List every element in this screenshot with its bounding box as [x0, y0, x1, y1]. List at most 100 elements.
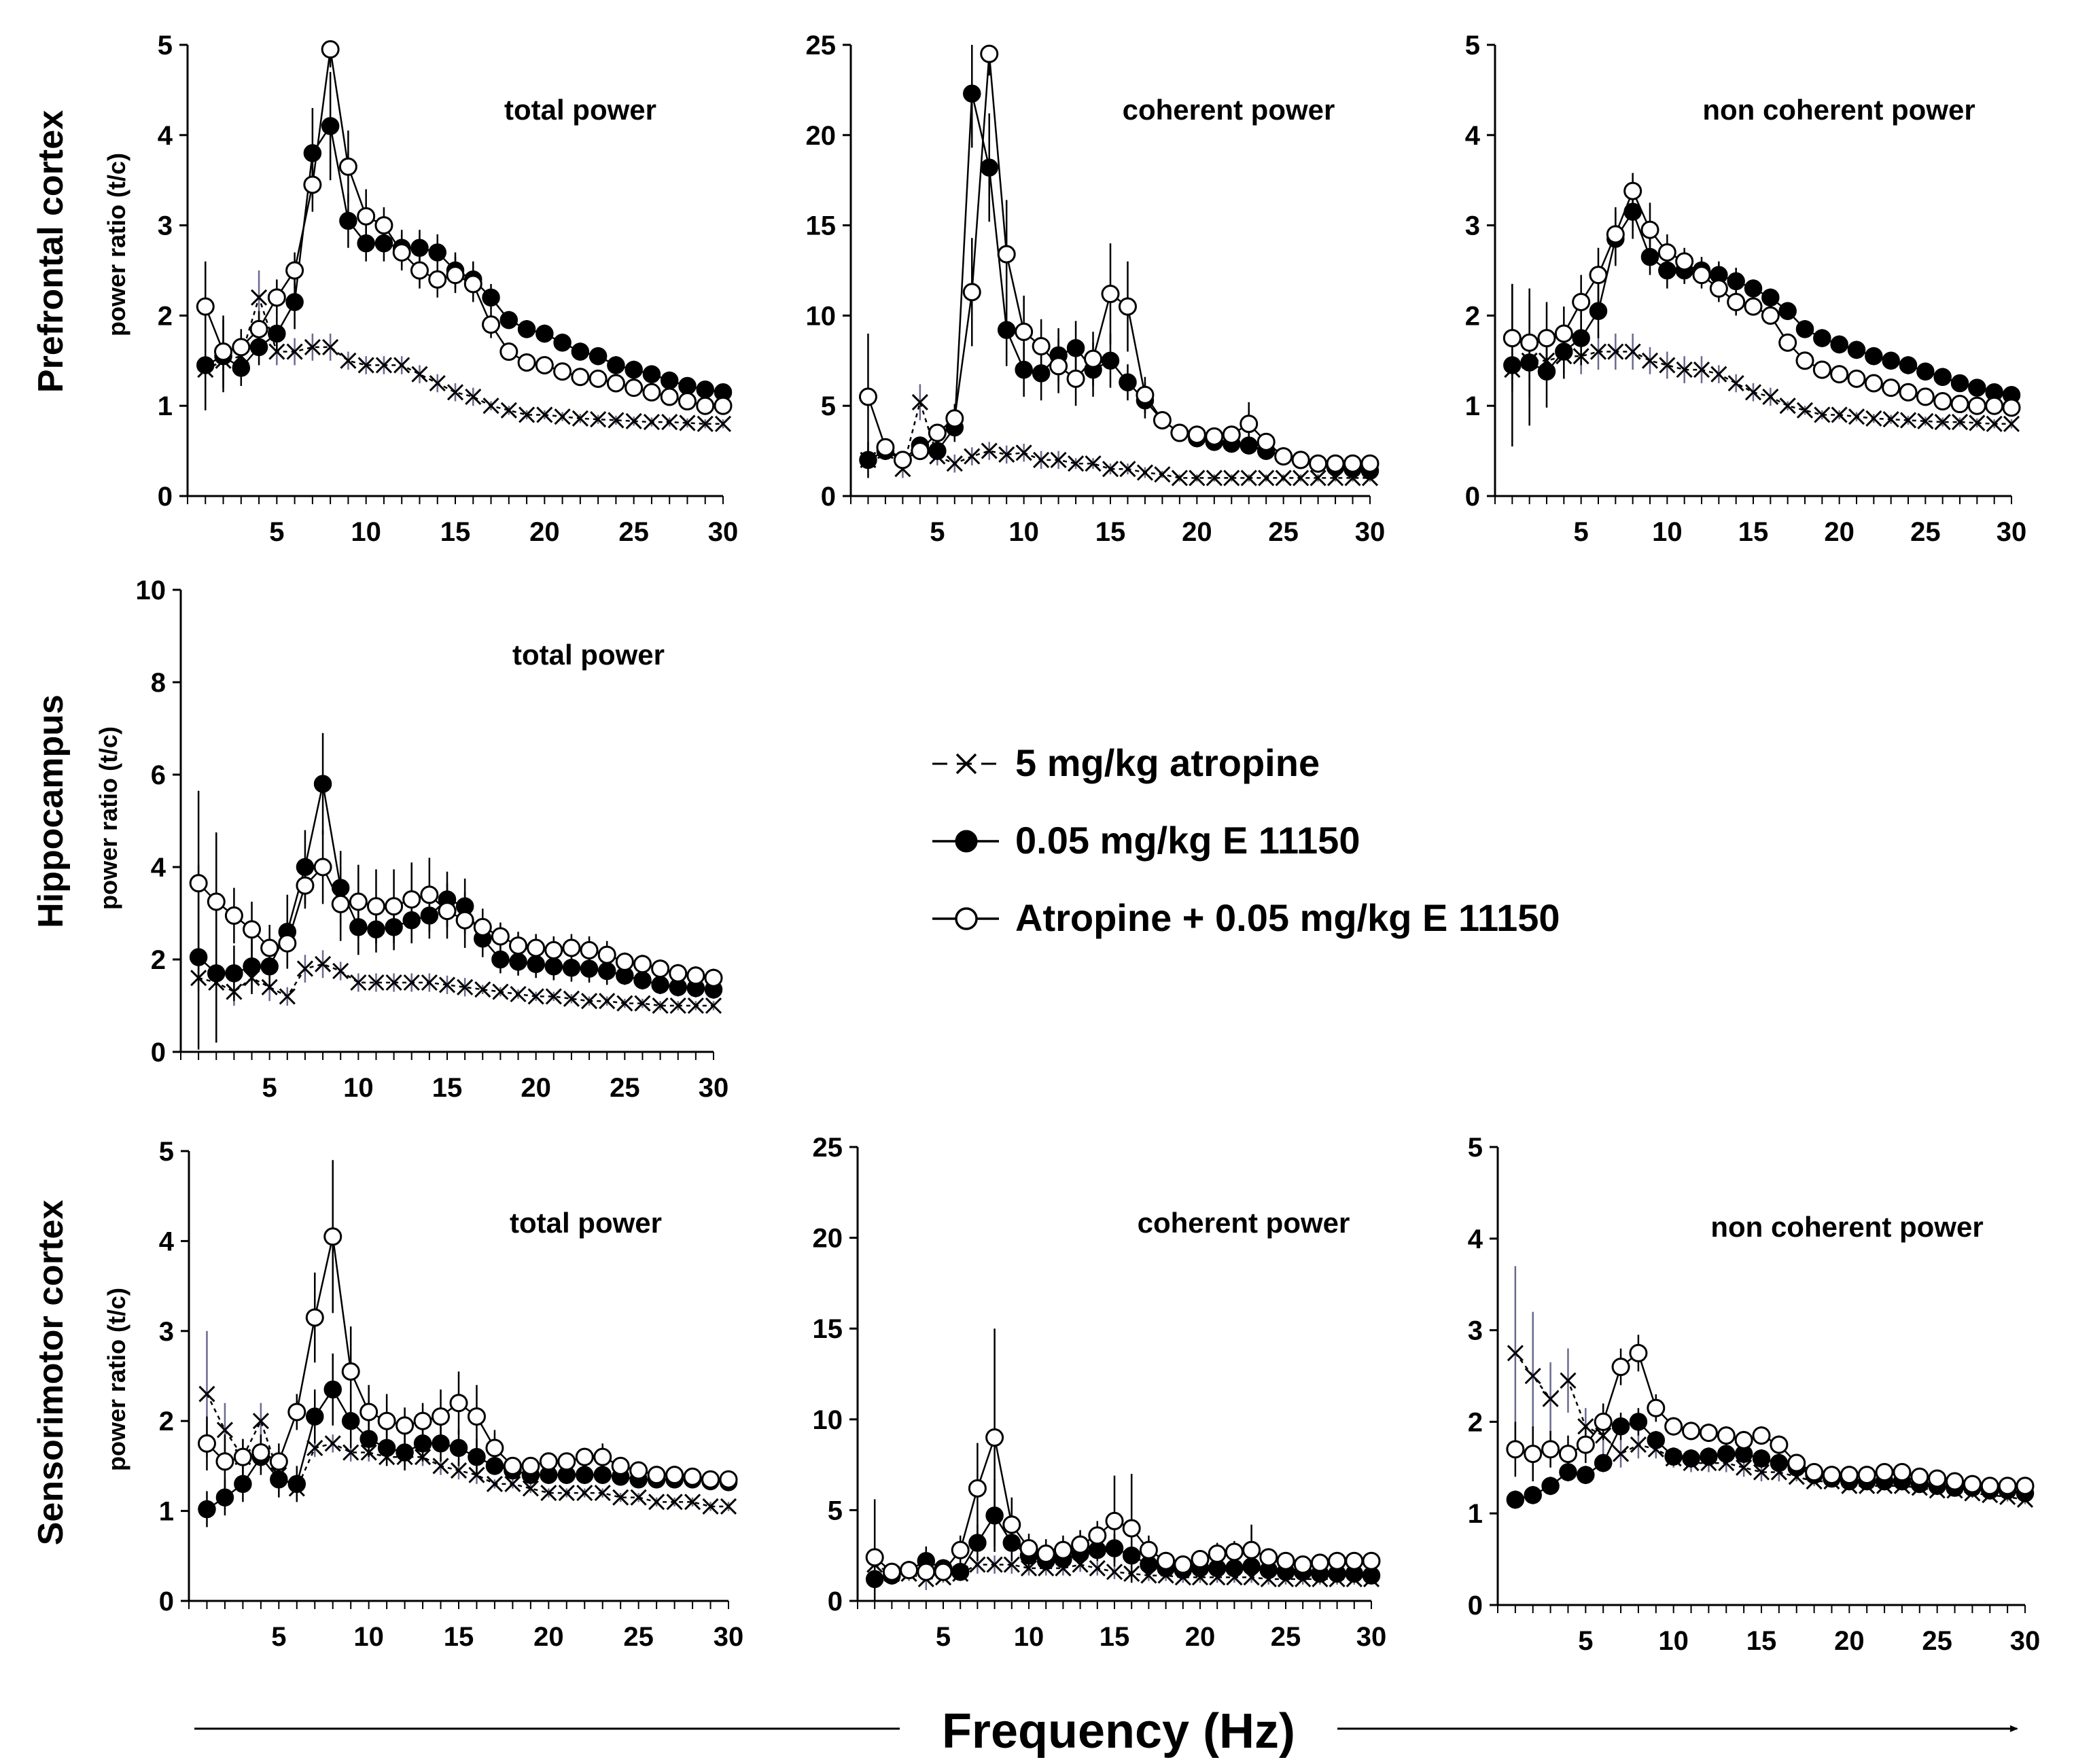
data-point-filled: [1629, 1413, 1648, 1431]
panel-title: coherent power: [1123, 94, 1335, 126]
data-point-open: [260, 938, 279, 957]
data-point-filled: [243, 957, 261, 976]
data-point-cross: [964, 448, 981, 465]
data-point-open: [420, 885, 439, 904]
data-point-open: [1847, 369, 1866, 388]
data-point-cross: [590, 411, 607, 428]
data-point-cross: [1293, 470, 1310, 487]
data-point-open: [1830, 365, 1849, 384]
data-point-cross: [1624, 343, 1641, 360]
data-point-cross: [385, 974, 402, 991]
data-point-open: [1657, 243, 1676, 262]
data-point-open: [1153, 410, 1172, 429]
data-point-open: [463, 275, 482, 294]
data-point-filled: [1899, 356, 1918, 374]
data-point-filled: [997, 321, 1016, 339]
data-point-filled: [642, 365, 661, 383]
data-point-open: [606, 374, 625, 393]
data-point-filled: [1101, 351, 1120, 370]
x-tick-label: 20: [1182, 517, 1212, 547]
data-point-filled: [1664, 1447, 1683, 1466]
data-point-cross: [1136, 464, 1153, 481]
x-tick-label: 5: [1578, 1626, 1593, 1656]
data-point-cross: [450, 1462, 468, 1479]
data-point-open: [455, 911, 474, 930]
chart-panel-smc-total: 0 1 2 3 4 5 5 10 15 20 25 30 total power: [159, 1137, 744, 1652]
x-tick-label: 5: [269, 517, 284, 547]
y-tick-label: 1: [1468, 1499, 1483, 1529]
data-point-filled: [980, 158, 998, 177]
panel-title: non coherent power: [1702, 94, 1975, 126]
data-point-open: [647, 1466, 666, 1485]
data-point-open: [1589, 266, 1608, 285]
data-point-open: [1675, 252, 1694, 271]
data-point-open: [1795, 351, 1814, 370]
data-point-filled: [339, 211, 357, 230]
data-point-open: [1950, 395, 1969, 414]
data-point-open: [278, 934, 297, 953]
data-point-open: [1576, 1435, 1595, 1454]
data-point-open: [893, 451, 912, 470]
data-point-cross: [332, 962, 349, 980]
data-point-cross: [1796, 402, 1814, 419]
data-point-filled: [1647, 1431, 1666, 1449]
series-open-circle: [197, 1160, 738, 1489]
data-point-cross: [2003, 415, 2020, 432]
data-point-open: [588, 369, 608, 388]
data-point-cross: [1882, 411, 1899, 428]
data-point-filled: [1594, 1453, 1613, 1472]
data-point-open: [1343, 454, 1363, 473]
data-point-cross: [630, 1489, 647, 1506]
data-point-cross: [1223, 470, 1240, 487]
data-point-open: [485, 1439, 504, 1458]
y-tick-label: 1: [158, 391, 173, 421]
x-tick-label: 10: [1658, 1626, 1689, 1656]
data-point-open: [665, 1466, 684, 1485]
data-point-filled: [313, 775, 332, 793]
data-point-open: [1191, 1550, 1210, 1569]
y-tick-label: 2: [151, 945, 166, 975]
data-point-open: [509, 936, 528, 955]
data-point-open: [374, 216, 393, 235]
data-point-filled: [285, 293, 304, 311]
series-line: [206, 1393, 728, 1508]
data-point-cross: [322, 338, 339, 355]
y-tick-label: 0: [1468, 1591, 1483, 1621]
data-point-open: [467, 1407, 486, 1426]
data-point-open: [1088, 1526, 1107, 1545]
data-point-open: [1256, 432, 1276, 451]
y-tick-label: 2: [159, 1407, 174, 1436]
chart-panel-pfc-noncoherent: 0 1 2 3 4 5 5 10 15 20 25 30 non coherent power: [1465, 31, 2027, 547]
y-tick-label: 10: [813, 1405, 843, 1435]
data-point-filled: [963, 84, 981, 103]
data-point-open: [357, 207, 376, 226]
data-point-cross: [1693, 361, 1710, 378]
data-point-open: [321, 40, 340, 59]
ylabel-hippocampus: power ratio (t/c): [94, 726, 122, 910]
data-point-open: [2002, 398, 2021, 417]
data-point-filled: [1950, 374, 1969, 393]
data-point-cross: [1189, 470, 1206, 487]
data-point-open: [1623, 181, 1642, 200]
data-point-open: [629, 1461, 648, 1480]
panel-title: total power: [512, 639, 665, 671]
data-point-cross: [1171, 470, 1188, 487]
data-point-open: [1787, 1453, 1806, 1472]
data-point-open: [544, 940, 563, 959]
data-point-open: [642, 383, 661, 402]
data-point-open: [1187, 425, 1206, 444]
data-point-filled: [215, 1488, 234, 1506]
x-tick-label: 20: [533, 1622, 564, 1652]
data-point-open: [243, 920, 262, 939]
series-line: [206, 1388, 729, 1511]
data-point-filled: [1589, 302, 1608, 321]
series-line: [874, 1564, 1371, 1581]
y-tick-label: 6: [151, 760, 166, 790]
legend-item-atropine: 5 mg/kg atropine: [932, 741, 1320, 784]
series-line: [867, 93, 1371, 472]
data-point-open: [1170, 423, 1189, 442]
data-point-filled: [396, 1443, 414, 1462]
data-point-open: [402, 890, 421, 909]
x-tick-label: 25: [610, 1073, 640, 1103]
y-tick-label: 3: [1468, 1316, 1483, 1346]
